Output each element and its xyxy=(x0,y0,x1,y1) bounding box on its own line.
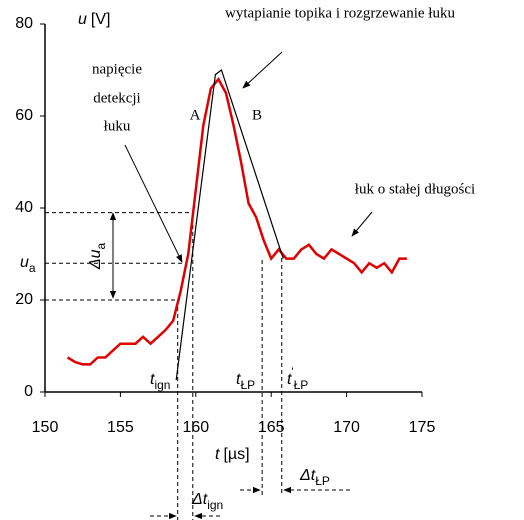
annotation-main: Δu xyxy=(87,249,104,270)
x-tick-label: 160 xyxy=(182,419,209,436)
arrow xyxy=(124,144,183,263)
annotation-sub: ŁP xyxy=(315,474,330,488)
y-tick-label: 20 xyxy=(15,291,33,308)
annotation-sub: ign xyxy=(207,498,223,512)
annotation-main: Δt xyxy=(191,491,208,508)
y-tick-label: 40 xyxy=(15,199,33,216)
x-tick-label: 165 xyxy=(258,419,285,436)
annotation-main: Δt xyxy=(299,467,316,484)
annotation-main: u xyxy=(20,254,29,271)
annotation: łuku xyxy=(104,118,131,134)
annotation-sub: ŁP xyxy=(294,378,309,392)
x-tick-label: 155 xyxy=(107,419,134,436)
annotation-sub: ŁP xyxy=(240,378,255,392)
annotation-sub: a xyxy=(94,243,108,250)
annotation: napięcie xyxy=(92,61,142,77)
x-tick-label: 175 xyxy=(409,419,436,436)
annotation: t'ŁP xyxy=(287,366,308,392)
axis-unit: [µs] xyxy=(223,446,249,463)
annotation-main: t xyxy=(287,371,292,388)
axis-label: u [V] xyxy=(78,11,110,28)
annotation-sub: a xyxy=(29,261,36,275)
arrow xyxy=(242,51,283,89)
annotation: A xyxy=(190,107,201,123)
axis-symbol: t xyxy=(215,446,220,463)
annotation: ΔtŁP xyxy=(299,467,330,488)
y-tick-label: 0 xyxy=(24,383,33,400)
annotation: wytapianie topika i rozgrzewanie łuku xyxy=(225,5,455,21)
annotation: Δua xyxy=(87,243,108,271)
x-tick-label: 170 xyxy=(333,419,360,436)
annotation-sup: ' xyxy=(291,366,293,378)
axis-unit: [V] xyxy=(91,11,111,28)
y-tick-label: 60 xyxy=(15,107,33,124)
annotation-main: t xyxy=(236,371,241,388)
annotation-sub: ign xyxy=(154,378,170,392)
axis-symbol: u xyxy=(78,11,87,28)
arrow xyxy=(351,211,373,237)
x-tick-label: 150 xyxy=(32,419,59,436)
annotation: tign xyxy=(150,371,170,392)
annotation: ua xyxy=(20,254,36,275)
annotation-main: t xyxy=(150,371,155,388)
axis-label: t [µs] xyxy=(215,446,250,463)
annotation: Δtign xyxy=(191,491,223,512)
y-tick-label: 80 xyxy=(15,15,33,32)
annotation: detekcji xyxy=(93,90,140,106)
series-line xyxy=(66,76,407,366)
annotation: tŁP xyxy=(236,371,255,392)
series-line xyxy=(175,69,284,381)
annotation: B xyxy=(252,107,262,123)
annotation: łuk o stałej długości xyxy=(355,181,475,197)
